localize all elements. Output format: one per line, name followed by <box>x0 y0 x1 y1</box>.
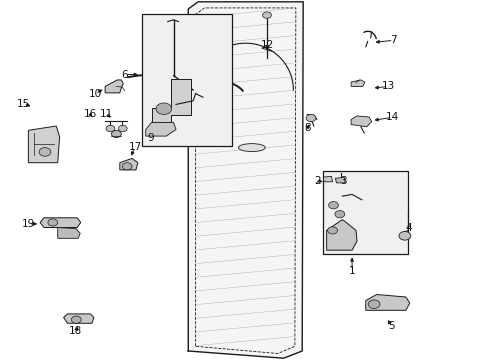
Polygon shape <box>40 218 81 228</box>
Circle shape <box>262 12 271 18</box>
Polygon shape <box>145 122 176 136</box>
Bar <box>142 14 232 146</box>
Polygon shape <box>151 79 190 122</box>
Circle shape <box>118 125 127 132</box>
Text: 1: 1 <box>348 266 355 276</box>
Circle shape <box>39 148 51 156</box>
Text: 18: 18 <box>69 326 82 336</box>
Polygon shape <box>335 177 345 183</box>
Circle shape <box>71 316 81 323</box>
Circle shape <box>48 219 58 226</box>
Circle shape <box>106 125 115 132</box>
Text: 3: 3 <box>340 176 346 186</box>
Text: 7: 7 <box>389 35 396 45</box>
Circle shape <box>305 114 315 122</box>
Polygon shape <box>28 126 60 163</box>
Text: 2: 2 <box>314 176 321 186</box>
Circle shape <box>111 130 121 138</box>
Text: 5: 5 <box>387 321 394 331</box>
Bar <box>322 171 407 254</box>
Text: 16: 16 <box>83 109 97 120</box>
Circle shape <box>367 300 379 309</box>
Text: 10: 10 <box>89 89 102 99</box>
Polygon shape <box>350 80 364 86</box>
Text: 12: 12 <box>260 40 273 50</box>
Text: 13: 13 <box>381 81 395 91</box>
Polygon shape <box>58 228 80 238</box>
Text: 9: 9 <box>147 132 154 143</box>
Circle shape <box>328 202 338 209</box>
Polygon shape <box>188 2 303 358</box>
Text: 19: 19 <box>21 219 35 229</box>
Polygon shape <box>63 314 94 323</box>
Polygon shape <box>120 158 138 170</box>
Polygon shape <box>326 220 356 250</box>
Text: 6: 6 <box>121 69 128 80</box>
Ellipse shape <box>238 144 265 152</box>
Text: 17: 17 <box>128 142 142 152</box>
Circle shape <box>398 231 410 240</box>
Polygon shape <box>105 80 123 93</box>
Circle shape <box>122 163 132 170</box>
Text: 4: 4 <box>404 222 411 233</box>
Polygon shape <box>365 294 409 310</box>
Circle shape <box>327 227 337 234</box>
Circle shape <box>334 211 344 218</box>
Text: 14: 14 <box>385 112 398 122</box>
Text: 8: 8 <box>303 123 310 133</box>
Polygon shape <box>350 116 371 127</box>
Polygon shape <box>323 176 332 182</box>
Circle shape <box>156 103 171 114</box>
Text: 15: 15 <box>17 99 30 109</box>
Text: 11: 11 <box>100 109 113 119</box>
